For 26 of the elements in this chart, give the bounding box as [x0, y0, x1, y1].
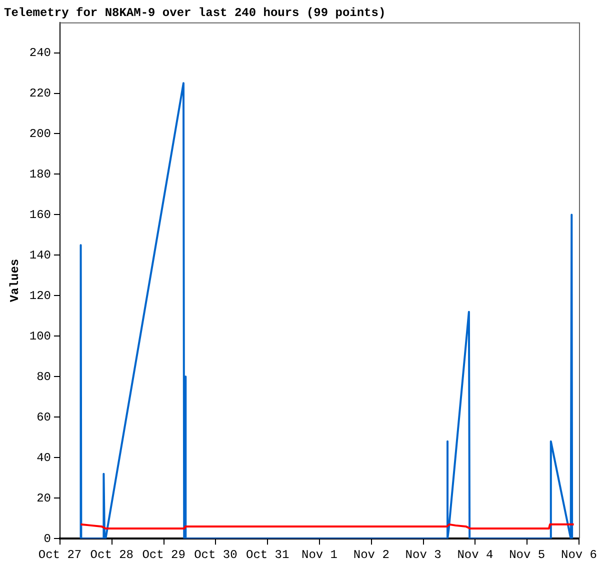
x-tick-label: Nov 2 — [353, 548, 390, 562]
y-tick-label: 20 — [36, 491, 52, 506]
y-tick-label: 0 — [44, 532, 52, 546]
x-tick-label: Oct 27 — [38, 548, 82, 562]
x-tick-label: Oct 31 — [246, 548, 290, 562]
y-tick-label: 160 — [29, 208, 52, 222]
y-axis-title: Values — [8, 258, 22, 302]
y-tick-label: 120 — [29, 288, 52, 303]
x-tick-label: Nov 1 — [301, 548, 338, 562]
y-tick-label: 220 — [29, 86, 52, 100]
y-tick-label: 100 — [29, 329, 52, 344]
y-tick-label: 180 — [29, 167, 52, 182]
x-tick-label: Oct 29 — [142, 548, 186, 562]
x-tick-label: Nov 3 — [405, 548, 442, 562]
chart-title: Telemetry for N8KAM-9 over last 240 hours (99 points) — [4, 6, 386, 20]
y-tick-label: 140 — [29, 248, 52, 262]
x-tick-label: Nov 4 — [457, 548, 494, 562]
x-tick-label: Oct 28 — [90, 548, 134, 562]
y-tick-label: 240 — [29, 46, 52, 60]
y-tick-label: 80 — [36, 370, 52, 384]
x-tick-label: Oct 30 — [194, 548, 238, 562]
y-tick-label: 60 — [36, 410, 52, 424]
x-tick-label: Nov 6 — [560, 548, 598, 562]
x-tick-label: Nov 5 — [509, 548, 546, 562]
y-tick-label: 40 — [36, 450, 52, 465]
y-tick-label: 200 — [29, 126, 52, 141]
